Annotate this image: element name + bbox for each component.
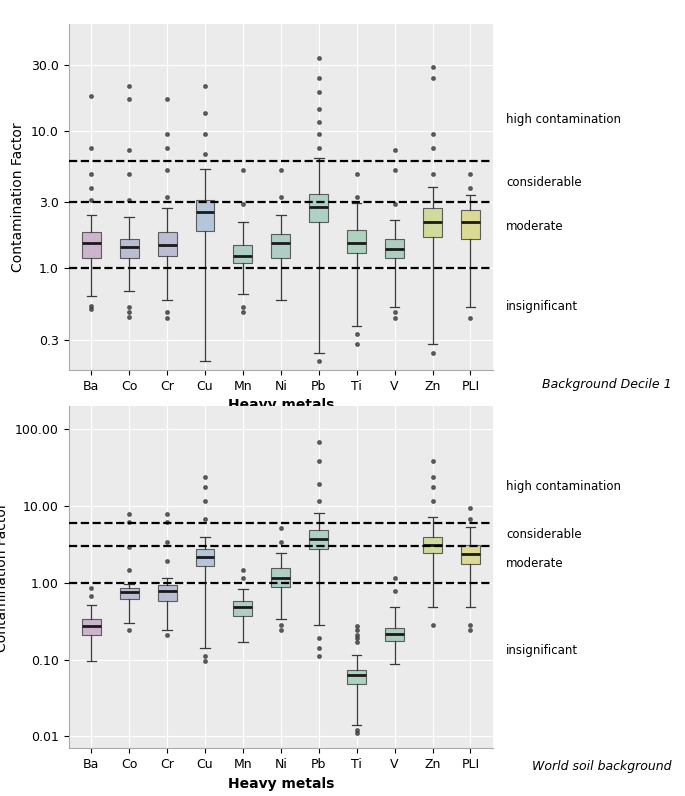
- Text: high contamination: high contamination: [506, 480, 621, 493]
- PathPatch shape: [158, 232, 177, 256]
- PathPatch shape: [461, 545, 480, 564]
- PathPatch shape: [120, 588, 138, 599]
- Text: insignificant: insignificant: [506, 300, 578, 314]
- Y-axis label: Contamination Factor: Contamination Factor: [12, 123, 25, 271]
- Text: moderate: moderate: [506, 220, 564, 233]
- Text: Background Decile 1: Background Decile 1: [542, 378, 671, 391]
- X-axis label: Heavy metals: Heavy metals: [227, 777, 334, 790]
- PathPatch shape: [423, 537, 442, 552]
- Text: considerable: considerable: [506, 176, 582, 189]
- Y-axis label: Contamination Factor: Contamination Factor: [0, 502, 10, 652]
- PathPatch shape: [423, 208, 442, 237]
- Text: considerable: considerable: [506, 529, 582, 541]
- PathPatch shape: [234, 244, 252, 263]
- PathPatch shape: [234, 601, 252, 616]
- Text: insignificant: insignificant: [506, 644, 578, 657]
- PathPatch shape: [195, 549, 214, 566]
- PathPatch shape: [271, 568, 290, 587]
- PathPatch shape: [347, 230, 366, 253]
- PathPatch shape: [310, 529, 328, 549]
- Text: high contamination: high contamination: [506, 113, 621, 127]
- PathPatch shape: [310, 194, 328, 222]
- PathPatch shape: [271, 233, 290, 258]
- X-axis label: Heavy metals: Heavy metals: [227, 399, 334, 412]
- PathPatch shape: [195, 201, 214, 232]
- PathPatch shape: [385, 239, 404, 258]
- PathPatch shape: [120, 239, 138, 258]
- PathPatch shape: [385, 628, 404, 641]
- PathPatch shape: [82, 618, 101, 634]
- PathPatch shape: [158, 586, 177, 601]
- PathPatch shape: [347, 670, 366, 684]
- PathPatch shape: [461, 210, 480, 239]
- Text: moderate: moderate: [506, 556, 564, 570]
- PathPatch shape: [82, 232, 101, 258]
- Text: World soil background: World soil background: [532, 760, 671, 773]
